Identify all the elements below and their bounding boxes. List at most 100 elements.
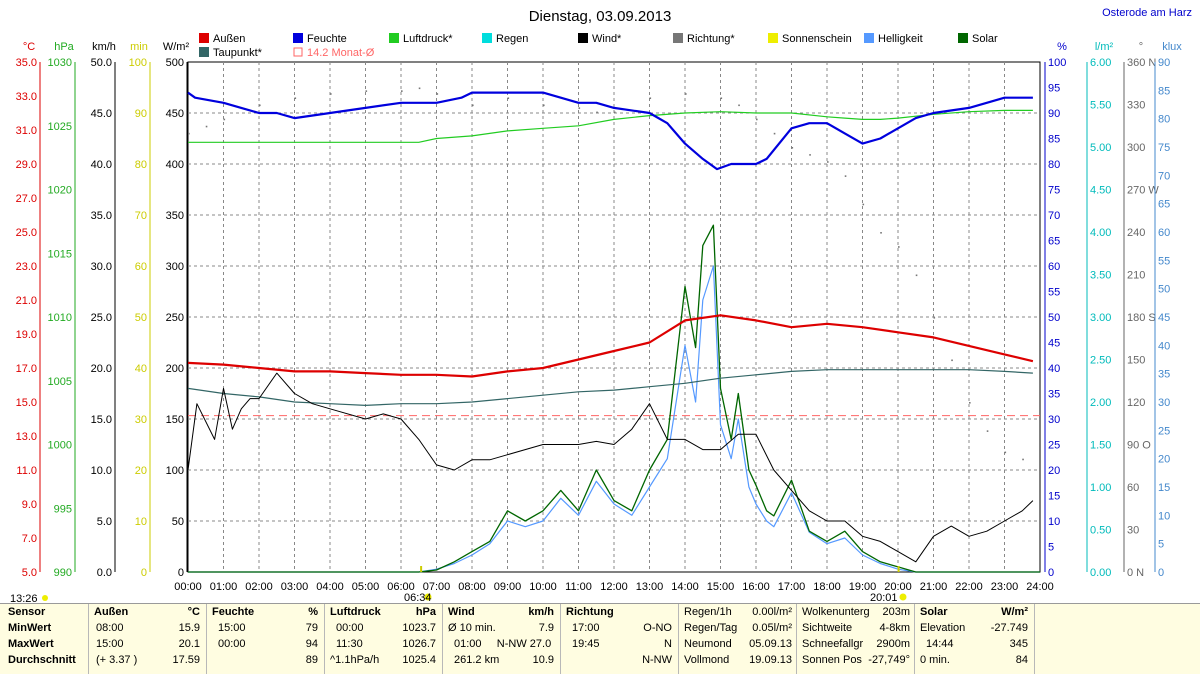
lux-tick-label: 60 (1158, 227, 1170, 239)
richtung-point (738, 104, 740, 107)
legend-label: Sonnenschein (782, 33, 852, 45)
luftdruck-trend: ^1.1hPa/h (330, 654, 380, 666)
temp-tick-label: 33.0 (16, 91, 37, 103)
legend-label: Helligkeit (878, 33, 923, 45)
richtung-point (915, 274, 918, 277)
humidity-tick-label: 30 (1048, 414, 1060, 426)
rain-tick-label: 5.50 (1090, 100, 1111, 112)
richtung-point (401, 90, 403, 92)
summary-table: Sensor MinWert MaxWert Durchschnitt Auße… (0, 603, 1200, 674)
lux-tick-label: 50 (1158, 284, 1170, 296)
lux-tick-label: 85 (1158, 85, 1170, 97)
schneefallgr-value: 2900m (876, 638, 910, 650)
direction-tick-label: 300 (1127, 142, 1145, 154)
time-tick-label: 12:00 (600, 581, 628, 593)
wind-avg10-value: 7.9 (538, 622, 554, 634)
wind-tick-label: 25.0 (91, 312, 112, 324)
wind-tick-label: 50.0 (91, 57, 112, 69)
chart-legend: Außen Feuchte Luftdruck* Regen Wind* Richtung… (199, 33, 998, 59)
humidity-tick-label: 25 (1048, 440, 1060, 452)
legend-swatch (199, 47, 209, 57)
wind-avg10-label: Ø 10 min. (448, 622, 496, 634)
time-tick-label: 04:00 (316, 581, 344, 593)
time-tick-label: 15:00 (707, 581, 735, 593)
lux-tick-label: 55 (1158, 255, 1170, 267)
humidity-tick-label: 5 (1048, 542, 1054, 554)
time-tick-label: 10:00 (529, 581, 557, 593)
lux-tick-label: 35 (1158, 369, 1170, 381)
time-tick-label: 06:00 (387, 581, 415, 593)
status-sun-icon (42, 595, 48, 601)
humidity-tick-label: 90 (1048, 108, 1060, 120)
wind-tick-label: 30.0 (91, 261, 112, 273)
luftdruck-max-value: 1026.7 (402, 638, 436, 650)
richtung-min-time: 17:00 (572, 622, 600, 634)
wind-tick-label: 35.0 (91, 210, 112, 222)
pressure-tick-label: 1030 (48, 57, 72, 69)
humidity-tick-label: 10 (1048, 516, 1060, 528)
time-tick-label: 11:00 (565, 581, 592, 593)
row-label-max: MaxWert (8, 638, 54, 650)
rain-tick-label: 6.00 (1090, 57, 1111, 69)
solar-tick-label: 200 (166, 363, 184, 375)
humidity-tick-label: 50 (1048, 312, 1060, 324)
station-name[interactable]: Osterode am Harz (1102, 7, 1192, 19)
regen-1h-label: Regen/1h (684, 606, 732, 618)
wind-tick-label: 45.0 (91, 108, 112, 120)
wind-tick-label: 5.0 (97, 516, 112, 528)
solar-max-time: 14:44 (926, 638, 954, 650)
minutes-tick-label: 60 (135, 261, 147, 273)
neumond-label: Neumond (684, 638, 732, 650)
wind-header: Wind (448, 606, 475, 618)
legend-swatch (578, 33, 588, 43)
lux-tick-label: 40 (1158, 340, 1170, 352)
humidity-tick-label: 95 (1048, 83, 1060, 95)
time-tick-label: 07:00 (423, 581, 451, 593)
regen-tag-value: 0.05l/m² (752, 622, 792, 634)
solar-series (188, 224, 1040, 573)
richtung-point (827, 161, 829, 163)
humidity-tick-label: 85 (1048, 134, 1060, 146)
wind-series (187, 372, 1034, 563)
direction-tick-label: 330 (1127, 100, 1145, 112)
legend-label: Außen (213, 33, 245, 45)
wind-max-row: 01:00 N-NW 27.0 (454, 638, 552, 650)
humidity-tick-label: 15 (1048, 491, 1060, 503)
humidity-tick-label: 40 (1048, 363, 1060, 375)
richtung-point (685, 93, 687, 95)
wind-axis-unit: km/h (92, 41, 116, 53)
sichtweite-label: Sichtweite (802, 622, 853, 634)
pressure-tick-label: 1010 (48, 312, 72, 324)
time-tick-label: 13:00 (636, 581, 664, 593)
time-tick-label: 19:00 (849, 581, 877, 593)
richtung-point (898, 246, 900, 248)
richtung-point (578, 107, 581, 109)
solar-tick-label: 250 (166, 312, 184, 324)
pressure-tick-label: 1005 (48, 376, 72, 388)
feuchte-avg-value: 89 (305, 654, 318, 666)
solar-unit: W/m² (1001, 606, 1028, 618)
feuchte-unit: % (308, 606, 318, 618)
temp-tick-label: 25.0 (16, 227, 37, 239)
wind-avg-value: 10.9 (532, 654, 554, 666)
time-tick-label: 16:00 (742, 581, 770, 593)
direction-tick-label: 180 S (1127, 312, 1156, 324)
legend-label: Feuchte (307, 33, 347, 45)
lux-tick-label: 75 (1158, 142, 1170, 154)
minutes-tick-label: 70 (135, 210, 147, 222)
richtung-min-value: O-NO (643, 622, 672, 634)
temp-tick-label: 7.0 (22, 533, 37, 545)
pressure-tick-label: 1015 (48, 248, 72, 260)
legend-label: Solar (972, 33, 998, 45)
rain-tick-label: 4.00 (1090, 227, 1111, 239)
luftdruck-max-time: 11:30 (336, 638, 363, 650)
rain-tick-label: 1.50 (1090, 440, 1111, 452)
pressure-tick-label: 995 (54, 503, 72, 515)
legend-label: Wind* (592, 33, 622, 45)
richtung-point (294, 97, 297, 100)
legend-swatch (389, 33, 399, 43)
solar-tick-label: 500 (166, 57, 184, 69)
legend-swatch (864, 33, 874, 43)
temp-tick-label: 27.0 (16, 193, 37, 205)
direction-tick-label: 210 (1127, 270, 1145, 282)
